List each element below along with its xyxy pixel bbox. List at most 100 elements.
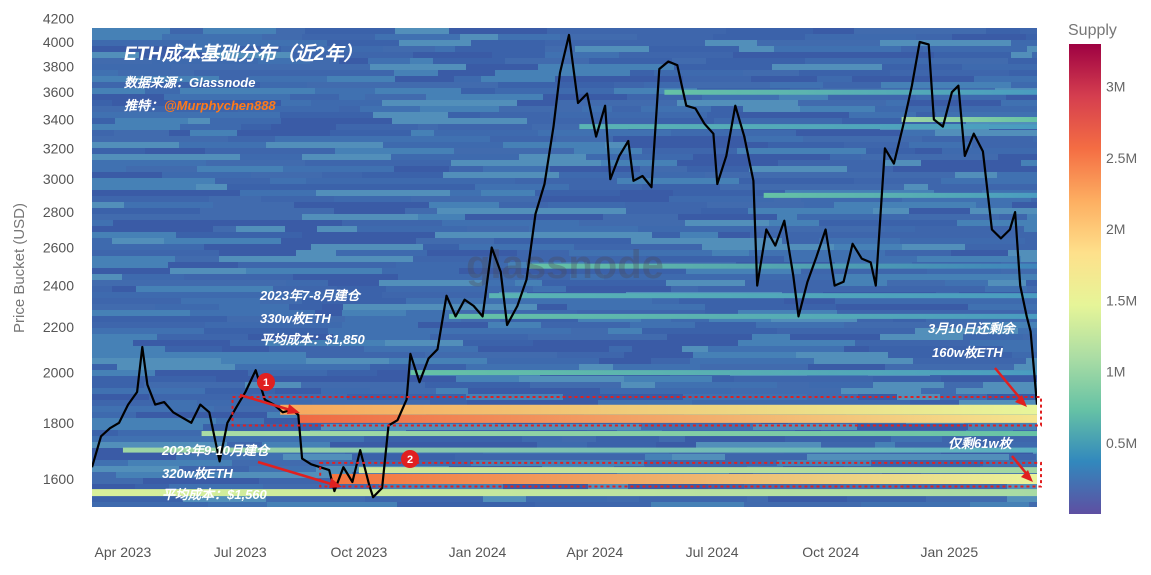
heatmap-cell [443, 172, 559, 178]
heatmap-cell [1001, 106, 1037, 112]
supply-band [579, 124, 1037, 130]
heatmap-cell [394, 106, 420, 112]
heatmap-cell [92, 184, 196, 190]
heatmap-cell [854, 172, 955, 178]
heatmap-cell [135, 484, 169, 490]
heatmap-cell [197, 400, 312, 406]
heatmap-cell [772, 64, 882, 70]
heatmap-cell [837, 310, 931, 316]
heatmap-cell [330, 130, 380, 136]
heatmap-cell [399, 40, 471, 46]
heatmap-cell [834, 244, 902, 250]
heatmap-cell [559, 172, 674, 178]
heatmap-cell [264, 418, 299, 424]
heatmap-cell [448, 112, 480, 118]
heatmap-cell [92, 454, 176, 460]
heatmap-cell [290, 94, 339, 100]
heatmap-cell [698, 286, 834, 292]
supply-band [763, 192, 1037, 198]
heatmap-cell [296, 250, 336, 256]
heatmap-cell [921, 388, 956, 394]
heatmap-cell [659, 436, 685, 442]
x-tick-label: Apr 2023 [95, 544, 152, 560]
heatmap-cell [1020, 28, 1037, 34]
heatmap-cell [630, 70, 654, 76]
heatmap-cell [92, 232, 176, 238]
heatmap-cell [409, 424, 526, 430]
heatmap-cell [739, 178, 854, 184]
heatmap-cell [181, 298, 260, 304]
heatmap-cell [475, 184, 569, 190]
heatmap-cell [1033, 448, 1037, 454]
heatmap-cell [273, 286, 337, 292]
heatmap-cell [887, 280, 945, 286]
heatmap-cell [750, 232, 868, 238]
cost-basis-heatmap [92, 28, 1037, 507]
heatmap-cell [116, 472, 232, 478]
heatmap-cell [798, 100, 886, 106]
heatmap-cell [383, 142, 503, 148]
heatmap-cell [228, 136, 275, 142]
heatmap-cell [738, 310, 837, 316]
heatmap-cell [782, 238, 819, 244]
heatmap-cell [269, 346, 364, 352]
heatmap-cell [92, 406, 214, 412]
heatmap-cell [617, 178, 739, 184]
heatmap-cell [152, 58, 258, 64]
heatmap-cell [495, 88, 614, 94]
twitter-prefix: 推特： [124, 98, 163, 113]
y-tick-label: 4200 [43, 11, 74, 27]
heatmap-cell [696, 442, 821, 448]
heatmap-cell [556, 136, 613, 142]
heatmap-cell [1001, 100, 1037, 106]
heatmap-cell [901, 46, 923, 52]
heatmap-cell [535, 190, 620, 196]
heatmap-cell [301, 382, 425, 388]
heatmap-cell [92, 82, 153, 88]
heatmap-cell [411, 196, 463, 202]
heatmap-cell [336, 124, 418, 130]
heatmap-cell [359, 292, 382, 298]
heatmap-cell [713, 34, 805, 40]
heatmap-cell [434, 130, 538, 136]
heatmap-cell [808, 364, 885, 370]
heatmap-cell [487, 358, 599, 364]
heatmap-cell [315, 310, 342, 316]
heatmap-cell [92, 154, 135, 160]
heatmap-cell [92, 322, 205, 328]
heatmap-cell [213, 202, 294, 208]
heatmap-cell [312, 400, 430, 406]
heatmap-cell [270, 178, 306, 184]
heatmap-cell [983, 460, 1037, 466]
heatmap-cell [154, 316, 227, 322]
heatmap-cell [1027, 46, 1037, 52]
heatmap-cell [834, 202, 953, 208]
heatmap-cell [188, 118, 210, 124]
heatmap-cell [955, 298, 1037, 304]
heatmap-cell [653, 238, 782, 244]
heatmap-cell [178, 280, 286, 286]
heatmap-cell [203, 424, 321, 430]
heatmap-cell [197, 262, 238, 268]
heatmap-cell [1021, 142, 1037, 148]
heatmap-cell [522, 436, 562, 442]
heatmap-cell [248, 334, 333, 340]
heatmap-cell [674, 64, 772, 70]
heatmap-cell [712, 376, 734, 382]
heatmap-cell [382, 292, 499, 298]
heatmap-cell [690, 250, 712, 256]
heatmap-cell [92, 238, 112, 244]
heatmap-cell [885, 250, 917, 256]
heatmap-cell [251, 172, 322, 178]
heatmap-cell [649, 46, 739, 52]
heatmap-cell [526, 424, 641, 430]
heatmap-cell [927, 268, 1001, 274]
heatmap-cell [327, 370, 377, 376]
heatmap-cell [693, 154, 830, 160]
heatmap-cell [339, 94, 365, 100]
heatmap-cell [695, 322, 756, 328]
heatmap-cell [857, 316, 893, 322]
y-tick-label: 1600 [43, 471, 74, 487]
heatmap-cell [328, 280, 379, 286]
x-tick-label: Jul 2023 [214, 544, 267, 560]
